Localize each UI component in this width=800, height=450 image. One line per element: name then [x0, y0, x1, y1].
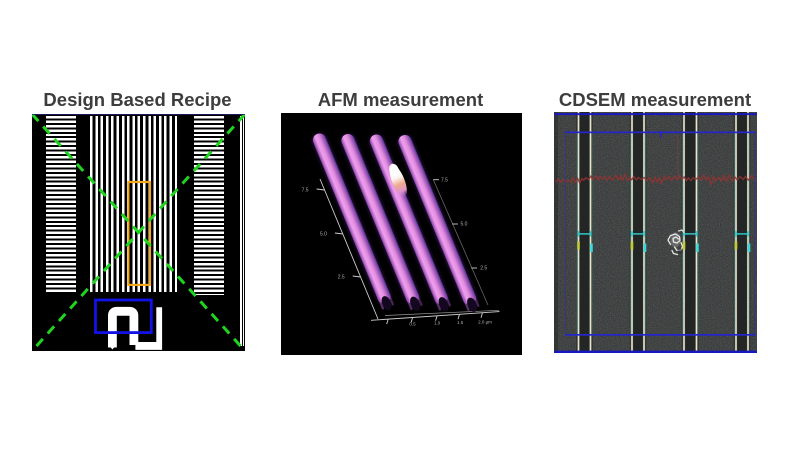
svg-text:0.5: 0.5: [409, 321, 416, 326]
svg-text:1.5: 1.5: [456, 320, 463, 325]
svg-text:5.0: 5.0: [319, 232, 326, 238]
svg-text:2.0 µm: 2.0 µm: [478, 319, 492, 324]
svg-text:7.5: 7.5: [301, 188, 308, 194]
svg-text:7.5: 7.5: [441, 177, 448, 183]
svg-text:5.0: 5.0: [460, 222, 467, 228]
svg-text:1.0: 1.0: [433, 321, 440, 326]
svg-text:2.5: 2.5: [337, 275, 344, 281]
svg-text:2.5: 2.5: [480, 266, 487, 272]
